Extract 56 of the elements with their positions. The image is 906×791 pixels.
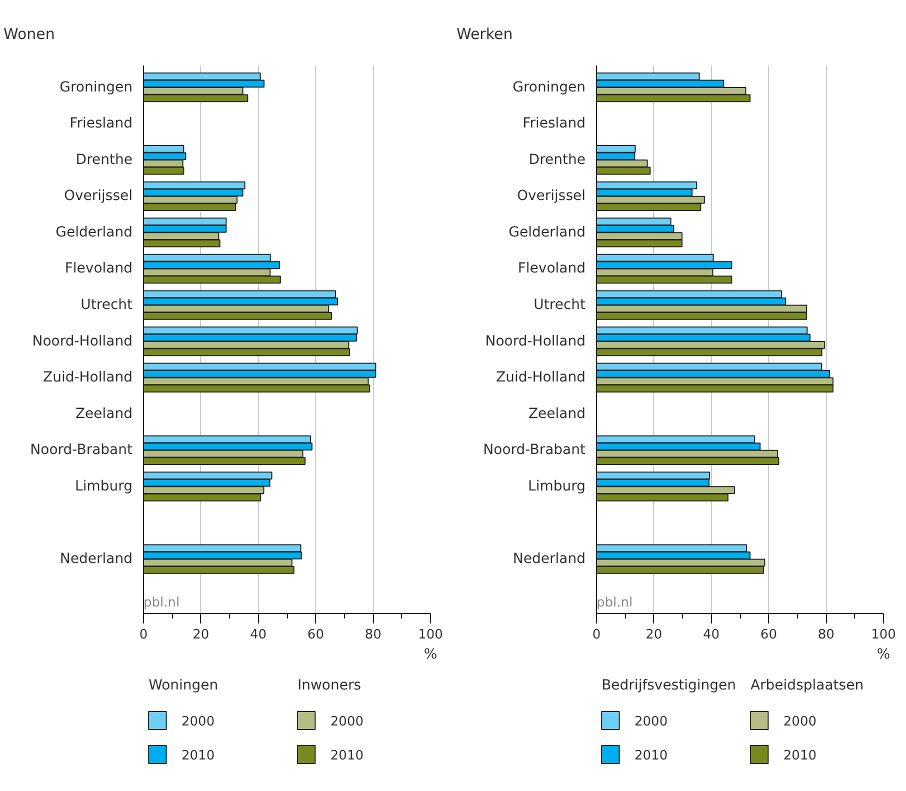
- annotation: pbl.nl: [596, 596, 633, 610]
- x-tick-label: 40: [250, 628, 267, 642]
- y-tick-label: Groningen: [60, 79, 133, 96]
- legend-label: 2000: [783, 714, 816, 730]
- y-tick-label: Groningen: [512, 79, 586, 96]
- x-axis-title: %: [424, 646, 438, 662]
- text: Inwoners: [297, 678, 362, 694]
- y-tick-label: Friesland: [522, 116, 586, 132]
- y-tick-label: Noord-Brabant: [30, 442, 134, 458]
- y-tick-label: Drenthe: [76, 152, 133, 168]
- legend-label: 2000: [330, 714, 364, 730]
- x-tick-label: 20: [646, 628, 662, 642]
- x-tick-label: 0: [592, 628, 601, 642]
- legend-label: 2000: [634, 714, 668, 730]
- legend-label: 2010: [182, 748, 215, 764]
- text: Arbeidsplaatsen: [750, 678, 864, 694]
- y-tick-label: Flevoland: [64, 260, 133, 277]
- x-tick-label: 100: [418, 628, 443, 642]
- x-tick-label: 60: [760, 628, 777, 642]
- y-tick-label: Utrecht: [534, 297, 586, 314]
- y-tick-label: Gelderland: [56, 224, 133, 240]
- x-tick-label: 80: [818, 628, 834, 642]
- chart-title: Werken: [456, 25, 513, 43]
- y-tick-label: Limburg: [75, 478, 132, 494]
- text: Bedrijfsvestigingen: [602, 678, 736, 694]
- legend-label: 2010: [330, 748, 364, 764]
- x-axis-title: %: [876, 646, 890, 662]
- legend-label: 2010: [634, 748, 668, 764]
- y-tick-label: Nederland: [512, 551, 586, 568]
- y-tick-label: Overijssel: [64, 188, 133, 204]
- y-tick-label: Noord-Brabant: [483, 442, 586, 458]
- y-tick-label: Limburg: [528, 478, 586, 494]
- annotation: pbl.nl: [144, 596, 180, 610]
- y-tick-label: Noord-Holland: [32, 333, 133, 350]
- y-tick-label: Gelderland: [508, 224, 586, 240]
- y-tick-label: Zuid-Holland: [496, 370, 586, 386]
- y-tick-label: Drenthe: [528, 152, 586, 168]
- x-tick-label: 40: [703, 628, 720, 642]
- text: Woningen: [148, 678, 218, 694]
- y-tick-label: Zeeland: [75, 406, 132, 422]
- x-tick-label: 80: [364, 628, 382, 642]
- legend-label: 2010: [783, 748, 816, 764]
- x-tick-label: 100: [871, 628, 896, 642]
- y-tick-label: Noord-Holland: [485, 333, 586, 350]
- y-tick-label: Zuid-Holland: [42, 370, 133, 386]
- x-tick-label: 0: [139, 628, 148, 642]
- y-tick-label: Flevoland: [518, 260, 586, 277]
- y-tick-label: Utrecht: [80, 297, 134, 314]
- legend-label: 2000: [182, 714, 215, 730]
- x-tick-label: 60: [307, 628, 324, 642]
- x-tick-label: 20: [192, 628, 210, 642]
- y-tick-label: Nederland: [60, 551, 133, 568]
- y-tick-label: Zeeland: [528, 406, 586, 422]
- y-tick-label: Overijssel: [516, 188, 586, 204]
- y-tick-label: Friesland: [70, 116, 133, 132]
- chart-title: Wonen: [4, 25, 55, 43]
